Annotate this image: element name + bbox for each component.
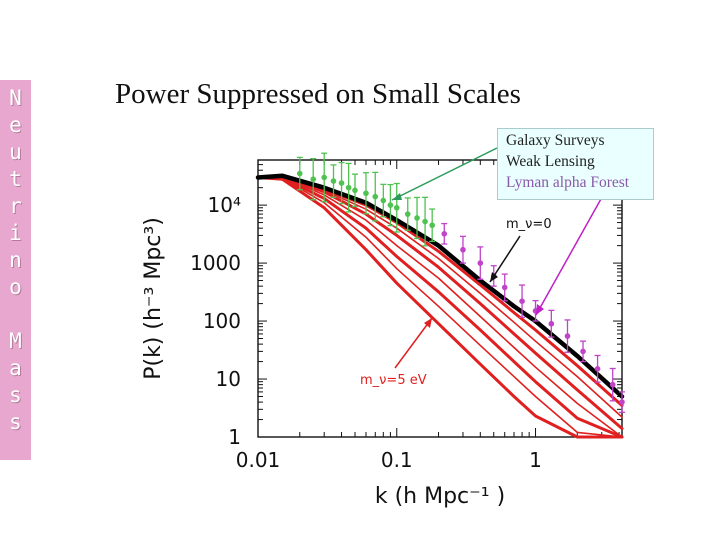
lyman-alpha-point bbox=[609, 381, 616, 388]
y-tick-label: 10⁴ bbox=[208, 193, 241, 217]
legend-item-weak-lensing: Weak Lensing bbox=[506, 153, 595, 170]
galaxy-survey-point bbox=[352, 187, 358, 194]
galaxy-survey-point bbox=[380, 197, 387, 204]
lyman-alpha-point bbox=[477, 260, 484, 266]
sidebar-letter: N bbox=[9, 86, 22, 110]
annotation-massless: m_ν=0 bbox=[506, 217, 552, 232]
series-line-massless bbox=[255, 173, 625, 399]
galaxy-survey-point bbox=[345, 184, 352, 191]
sidebar-letter: M bbox=[9, 329, 22, 353]
galaxy-survey-point bbox=[338, 180, 345, 186]
y-tick-label: 100 bbox=[203, 309, 241, 333]
plot-frame bbox=[257, 159, 623, 438]
sidebar-letter: i bbox=[9, 221, 22, 245]
lyman-alpha-point bbox=[441, 230, 448, 237]
y-tick-label: 1000 bbox=[190, 251, 241, 275]
annotation-massless-arrowhead bbox=[490, 272, 498, 282]
galaxy-survey-point bbox=[321, 174, 328, 181]
lyman-alpha-point bbox=[548, 320, 555, 327]
lyman-alpha-pointer-head bbox=[536, 304, 544, 315]
legend-item-lyman-alpha: Lyman alpha Forest bbox=[506, 174, 630, 191]
lyman-alpha-point bbox=[594, 366, 601, 372]
series-line-massive bbox=[256, 174, 624, 430]
series-line-massive bbox=[257, 176, 623, 438]
x-tick-label: 1 bbox=[529, 448, 542, 472]
x-tick-label: 0.1 bbox=[381, 448, 413, 472]
galaxy-survey-point bbox=[429, 222, 435, 229]
galaxy-survey-point bbox=[393, 204, 400, 211]
legend: Galaxy Surveys Weak Lensing Lyman alpha … bbox=[497, 128, 654, 200]
galaxy-survey-point bbox=[363, 190, 369, 197]
sidebar-letter: a bbox=[9, 356, 22, 380]
galaxy-survey-point bbox=[414, 215, 420, 221]
lyman-alpha-pointer bbox=[535, 189, 607, 316]
lyman-alpha-point bbox=[519, 298, 525, 305]
lyman-alpha-point bbox=[619, 399, 625, 405]
galaxy-survey-point bbox=[422, 218, 428, 225]
lyman-alpha-point bbox=[580, 348, 586, 355]
sidebar-letter: s bbox=[9, 410, 22, 434]
lyman-alpha-point bbox=[501, 284, 508, 291]
sidebar-letter: e bbox=[9, 113, 22, 137]
galaxy-survey-pointer bbox=[391, 147, 498, 201]
sidebar-letter: o bbox=[9, 275, 22, 299]
annotation-massive-arrow bbox=[394, 317, 433, 369]
series-line-massive bbox=[256, 176, 624, 439]
legend-item-galaxy-surveys: Galaxy Surveys bbox=[506, 132, 605, 149]
annotation-massless-arrow bbox=[489, 235, 521, 283]
annotation-massive: m_ν=5 eV bbox=[360, 373, 427, 388]
galaxy-survey-pointer-head bbox=[392, 193, 402, 200]
galaxy-survey-point bbox=[330, 178, 337, 184]
sidebar-letter: u bbox=[9, 140, 22, 164]
slide-title: Power Suppressed on Small Scales bbox=[115, 78, 521, 110]
galaxy-survey-point bbox=[296, 170, 303, 177]
galaxy-survey-point bbox=[387, 202, 394, 208]
sidebar-letter: n bbox=[9, 248, 22, 272]
galaxy-survey-point bbox=[310, 176, 317, 182]
sidebar-letter: t bbox=[9, 167, 22, 191]
series-line-massive bbox=[257, 175, 623, 438]
sidebar-letter: s bbox=[9, 383, 22, 407]
lyman-alpha-point bbox=[460, 246, 466, 253]
y-axis-title: P(k) (h⁻³ Mpc³) bbox=[141, 217, 166, 380]
galaxy-survey-point bbox=[372, 193, 379, 200]
lyman-alpha-point bbox=[564, 333, 571, 339]
x-tick-label: 0.01 bbox=[236, 448, 281, 472]
y-tick-label: 1 bbox=[228, 425, 241, 449]
sidebar-letter: r bbox=[9, 194, 22, 218]
annotation-massive-arrowhead bbox=[424, 318, 432, 328]
y-tick-label: 10 bbox=[216, 367, 241, 391]
x-axis-title: k (h Mpc⁻¹ ) bbox=[375, 484, 505, 509]
series-line-massive bbox=[256, 176, 624, 439]
series-line-massive bbox=[256, 174, 624, 407]
galaxy-survey-point bbox=[404, 211, 411, 217]
